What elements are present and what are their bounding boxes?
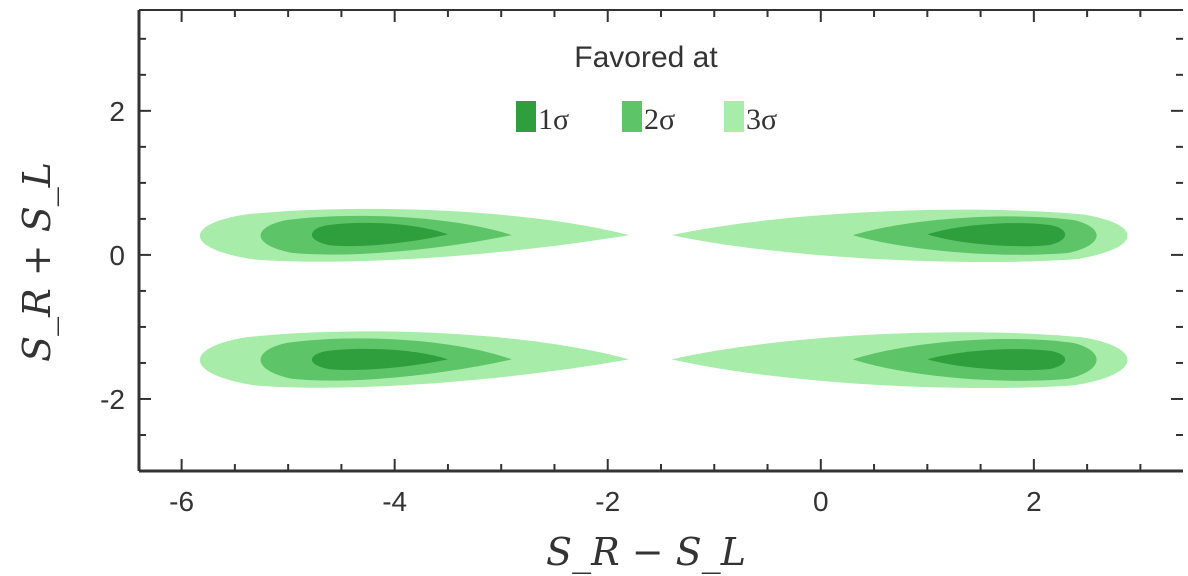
region-upper-left	[199, 208, 630, 262]
legend-label-3: 3σ	[746, 103, 777, 136]
y-tick-label: 0	[109, 240, 125, 271]
x-tick-label: -4	[382, 486, 407, 517]
confidence-regions	[199, 208, 1128, 389]
region-lower-left	[199, 331, 630, 388]
legend-swatch-2	[622, 101, 642, 132]
legend-swatch-3	[724, 101, 744, 132]
ticks: -6 -4 -2 0 2 -2 0 2	[100, 10, 1183, 517]
legend-label-2: 2σ	[644, 103, 675, 136]
x-tick-label: -6	[169, 486, 194, 517]
x-tick-label: 0	[813, 486, 829, 517]
y-axis-label: S_R + S_L	[15, 162, 60, 362]
y-tick-label: -2	[100, 384, 125, 415]
legend-title: Favored at	[574, 41, 718, 74]
region-upper-right	[671, 209, 1128, 262]
axis-labels: S_R − S_L S_R + S_L	[15, 162, 746, 575]
contour-upper-right-1sigma	[927, 223, 1066, 247]
contour-lower-left-1sigma	[311, 348, 448, 370]
x-axis-label: S_R − S_L	[546, 530, 746, 575]
y-tick-label: 2	[109, 96, 125, 127]
legend-swatch-1	[516, 101, 536, 132]
region-lower-right	[671, 332, 1128, 389]
contour-lower-right-1sigma	[927, 349, 1066, 371]
contour-upper-left-1sigma	[311, 222, 448, 247]
x-tick-label: 2	[1026, 486, 1042, 517]
x-tick-label: -2	[595, 486, 620, 517]
legend-label-1: 1σ	[538, 103, 569, 136]
